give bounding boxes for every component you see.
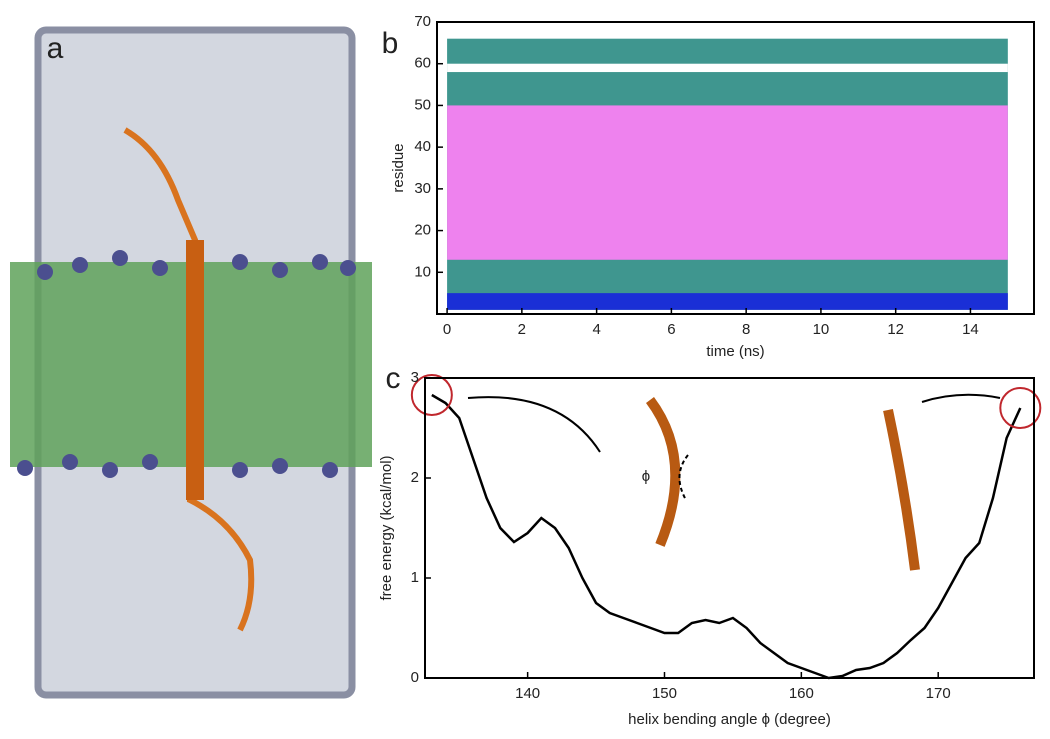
x-tick-label: 0 (443, 321, 451, 338)
bent-helix (645, 397, 681, 547)
x-tick-label: 6 (667, 321, 675, 338)
y-axis-label: free energy (kcal/mol) (378, 455, 395, 600)
x-tick-label: 12 (887, 321, 904, 338)
angle-arc (678, 454, 689, 501)
y-tick-label: 30 (414, 180, 431, 197)
ss-band (447, 63, 1008, 73)
x-axis-label: helix bending angle ϕ (degree) (628, 711, 831, 728)
x-axis-label: time (ns) (706, 343, 764, 360)
energy-curve (431, 393, 1022, 680)
annotation: ϕ (642, 468, 650, 485)
panel-label: a (47, 32, 64, 65)
x-tick-label: 10 (813, 321, 830, 338)
y-tick-label: 2 (411, 469, 419, 486)
y-axis-label: residue (390, 143, 407, 192)
helix (186, 240, 204, 500)
headgroups (17, 250, 356, 478)
arrow (467, 396, 601, 453)
x-tick-label: 2 (518, 321, 526, 338)
plot-frame (436, 21, 1035, 315)
y-tick-label: 60 (414, 55, 431, 72)
panel-a-illustration (10, 26, 372, 699)
y-tick-label: 1 (411, 569, 419, 586)
y-tick-label: 3 (411, 369, 419, 386)
y-tick-label: 70 (414, 13, 431, 30)
x-tick-label: 150 (652, 685, 677, 702)
x-tick-label: 160 (789, 685, 814, 702)
y-tick-label: 40 (414, 138, 431, 155)
plot-frame (424, 377, 1035, 679)
straight-helix (883, 408, 920, 571)
panel-c-insets (467, 393, 1001, 571)
highlight-circle (410, 374, 453, 416)
y-tick-label: 50 (414, 96, 431, 113)
peptide (123, 127, 255, 632)
y-tick-label: 10 (414, 263, 431, 280)
x-tick-label: 140 (515, 685, 540, 702)
ss-band (447, 105, 1008, 260)
highlight-circle (999, 387, 1042, 429)
panel-label: c (386, 362, 401, 395)
y-tick-label: 20 (414, 222, 431, 239)
panel-label: b (382, 27, 399, 60)
x-tick-label: 8 (742, 321, 750, 338)
x-tick-label: 14 (962, 321, 979, 338)
x-tick-label: 4 (592, 321, 600, 338)
x-tick-label: 170 (926, 685, 951, 702)
ss-band (447, 293, 1008, 310)
y-tick-label: 0 (411, 669, 419, 686)
arrow (921, 393, 1001, 403)
